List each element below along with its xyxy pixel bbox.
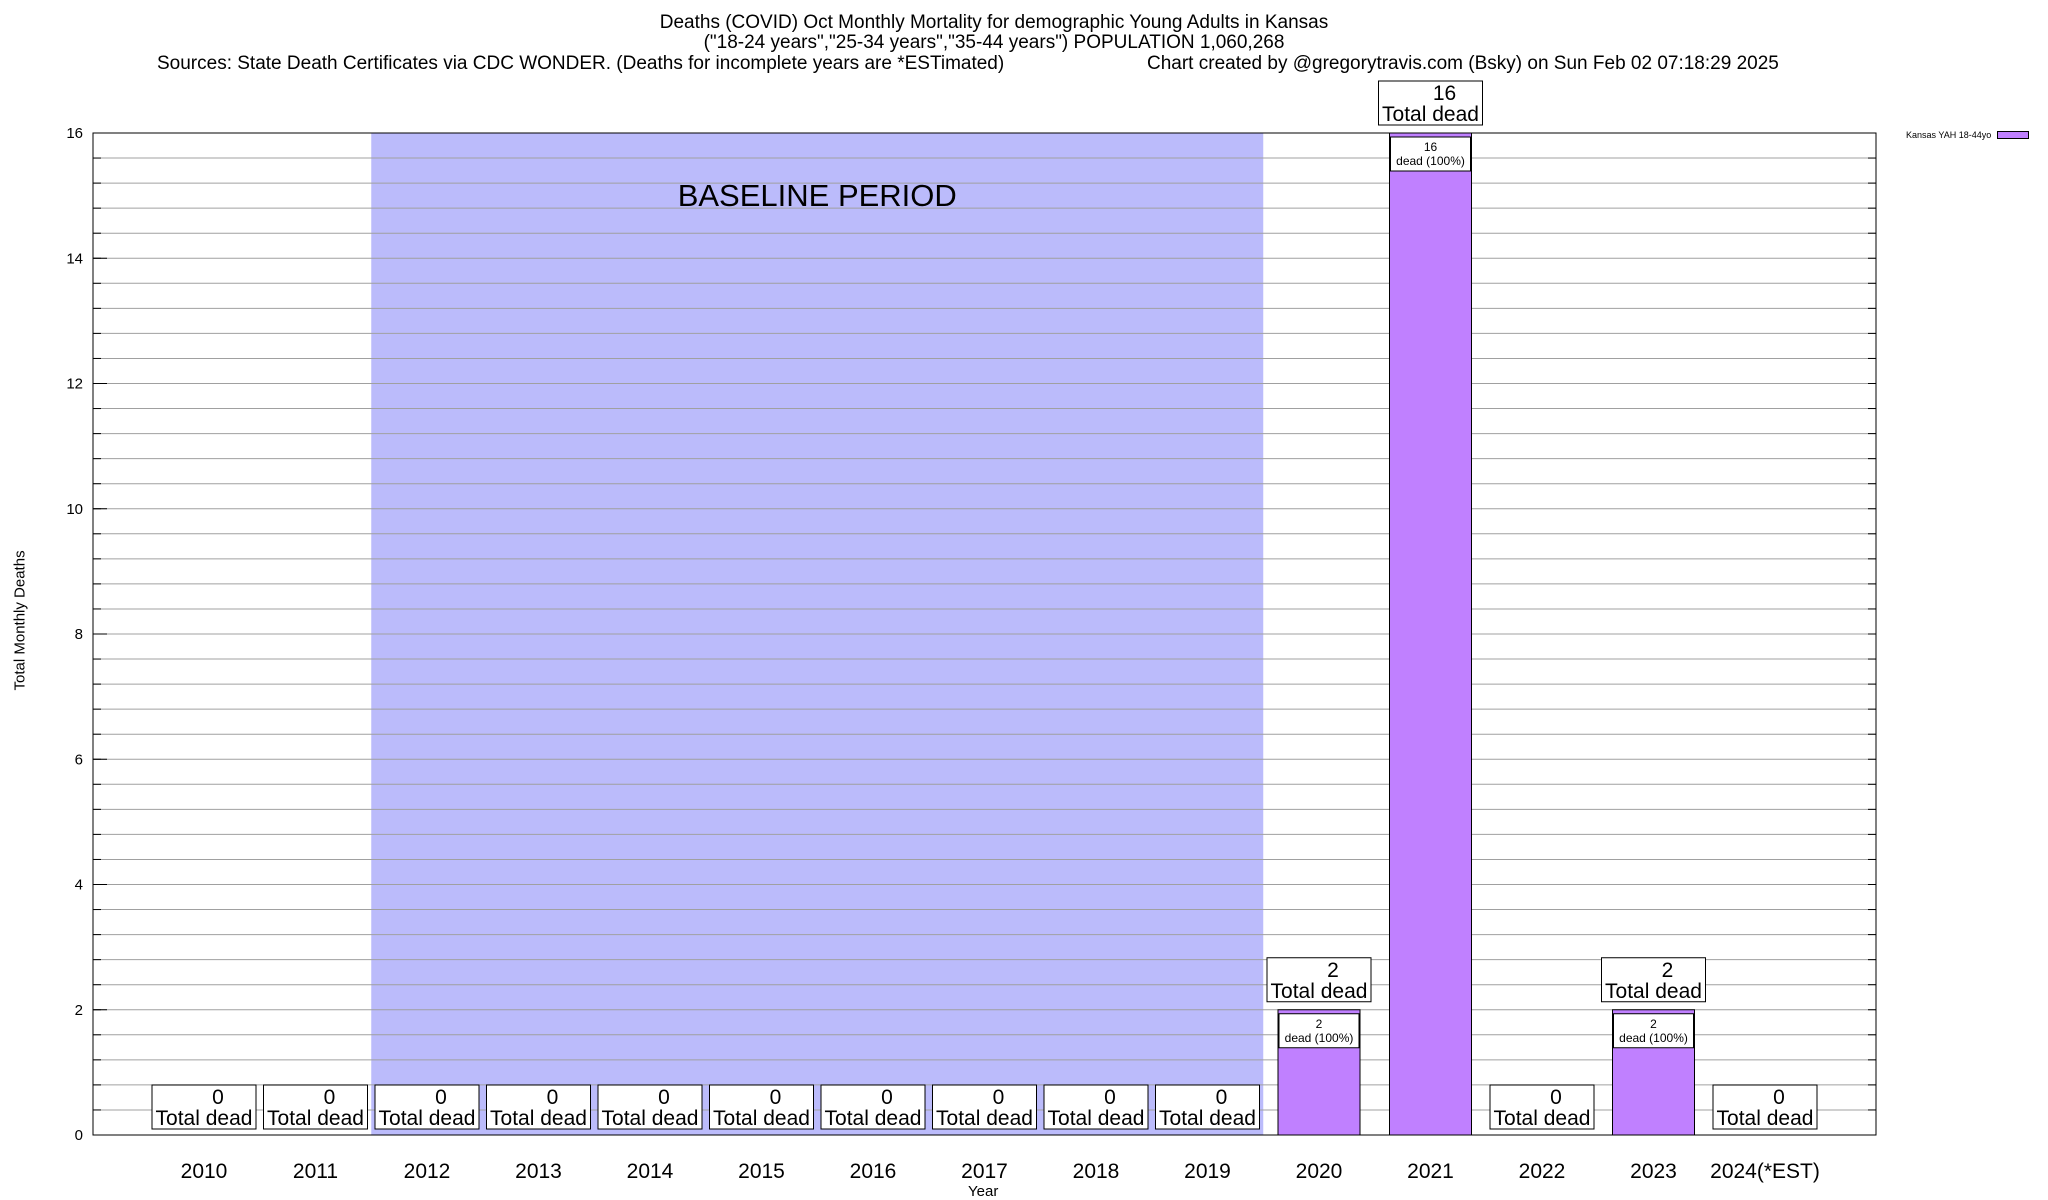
total-label-box — [1378, 80, 1483, 126]
x-tick-label: 2013 — [515, 1160, 562, 1183]
total-value: 0 — [324, 1086, 336, 1109]
total-label-box — [1155, 1084, 1260, 1130]
bar-inner-value: 16 — [1424, 140, 1438, 154]
total-label-box — [1266, 957, 1372, 1003]
total-label: Total dead — [156, 1107, 253, 1130]
x-tick-label: 2020 — [1296, 1160, 1343, 1183]
bar-inner-label-box — [1278, 1013, 1360, 1049]
total-value: 0 — [881, 1086, 893, 1109]
bar-inner-value: 2 — [1650, 1017, 1657, 1031]
total-label-box — [709, 1084, 814, 1130]
bar-inner-label: dead (100%) — [1619, 1031, 1688, 1045]
total-label: Total dead — [825, 1107, 922, 1130]
total-label: Total dead — [1717, 1107, 1814, 1130]
total-label: Total dead — [490, 1107, 587, 1130]
y-tick-label: 10 — [66, 501, 83, 518]
total-value: 0 — [1550, 1086, 1562, 1109]
bar-inner-label-box — [1390, 136, 1471, 172]
x-tick-label: 2024(*EST) — [1710, 1160, 1820, 1183]
x-tick-label: 2018 — [1073, 1160, 1120, 1183]
total-label-box — [486, 1084, 591, 1130]
chart-title: Deaths (COVID) Oct Monthly Mortality for… — [659, 12, 1329, 33]
y-tick-label: 12 — [66, 376, 83, 393]
total-label: Total dead — [1605, 980, 1702, 1003]
y-tick-label: 16 — [66, 125, 83, 142]
x-axis-label: Year — [968, 1183, 999, 1200]
total-label-box — [820, 1084, 926, 1130]
total-label-box — [597, 1084, 703, 1130]
total-label-box — [374, 1084, 480, 1130]
chart-sources: Sources: State Death Certificates via CD… — [157, 53, 1005, 74]
x-tick-label: 2012 — [404, 1160, 451, 1183]
total-value: 0 — [547, 1086, 559, 1109]
total-value: 0 — [1216, 1086, 1228, 1109]
total-value: 16 — [1433, 82, 1456, 105]
total-label: Total dead — [602, 1107, 699, 1130]
total-label-box — [1712, 1084, 1818, 1130]
total-label: Total dead — [1048, 1107, 1145, 1130]
total-label: Total dead — [379, 1107, 476, 1130]
total-label-box — [263, 1084, 368, 1130]
total-value: 2 — [1327, 959, 1339, 982]
total-value: 0 — [212, 1086, 224, 1109]
chart-subtitle: ("18-24 years","25-34 years","35-44 year… — [703, 32, 1285, 53]
total-label: Total dead — [1494, 1107, 1591, 1130]
bar-inner-label: dead (100%) — [1396, 154, 1465, 168]
y-tick-label: 4 — [75, 877, 83, 894]
total-label-box — [932, 1084, 1037, 1130]
x-tick-label: 2011 — [293, 1160, 338, 1183]
y-tick-label: 2 — [75, 1002, 83, 1019]
legend-label: Kansas YAH 18-44yo — [1906, 130, 1992, 140]
legend-swatch — [1997, 131, 2030, 139]
total-label: Total dead — [267, 1107, 364, 1130]
total-value: 2 — [1662, 959, 1674, 982]
x-tick-label: 2023 — [1630, 1160, 1677, 1183]
total-label-box — [1601, 957, 1706, 1003]
x-tick-label: 2022 — [1519, 1160, 1566, 1183]
x-tick-label: 2019 — [1184, 1160, 1231, 1183]
total-label: Total dead — [1271, 980, 1368, 1003]
total-label: Total dead — [1159, 1107, 1256, 1130]
x-tick-label: 2015 — [738, 1160, 785, 1183]
y-tick-label: 14 — [66, 250, 83, 267]
plot-frame — [92, 132, 1877, 1136]
total-label-box — [1489, 1084, 1595, 1130]
total-value: 0 — [993, 1086, 1005, 1109]
bar-inner-label: dead (100%) — [1285, 1031, 1354, 1045]
y-tick-label: 6 — [75, 751, 83, 768]
total-value: 0 — [435, 1086, 447, 1109]
total-value: 0 — [1104, 1086, 1116, 1109]
y-tick-label: 0 — [75, 1127, 83, 1144]
legend: Kansas YAH 18-44yo — [1906, 130, 2030, 140]
x-tick-label: 2014 — [627, 1160, 674, 1183]
x-tick-label: 2010 — [181, 1160, 228, 1183]
total-label-box — [151, 1084, 257, 1130]
baseline-label: BASELINE PERIOD — [678, 178, 957, 213]
bar — [1389, 132, 1472, 1136]
bar-inner-value: 2 — [1316, 1017, 1323, 1031]
total-label: Total dead — [713, 1107, 810, 1130]
total-value: 0 — [658, 1086, 670, 1109]
total-label-box — [1043, 1084, 1149, 1130]
chart-credit: Chart created by @gregorytravis.com (Bsk… — [1147, 53, 1779, 74]
total-value: 0 — [1773, 1086, 1785, 1109]
total-label: Total dead — [936, 1107, 1033, 1130]
x-tick-label: 2016 — [850, 1160, 897, 1183]
total-value: 0 — [770, 1086, 782, 1109]
bar-inner-label-box — [1613, 1013, 1694, 1049]
x-tick-label: 2021 — [1407, 1160, 1454, 1183]
y-tick-label: 8 — [75, 626, 83, 643]
x-tick-label: 2017 — [961, 1160, 1008, 1183]
total-label: Total dead — [1382, 103, 1479, 126]
